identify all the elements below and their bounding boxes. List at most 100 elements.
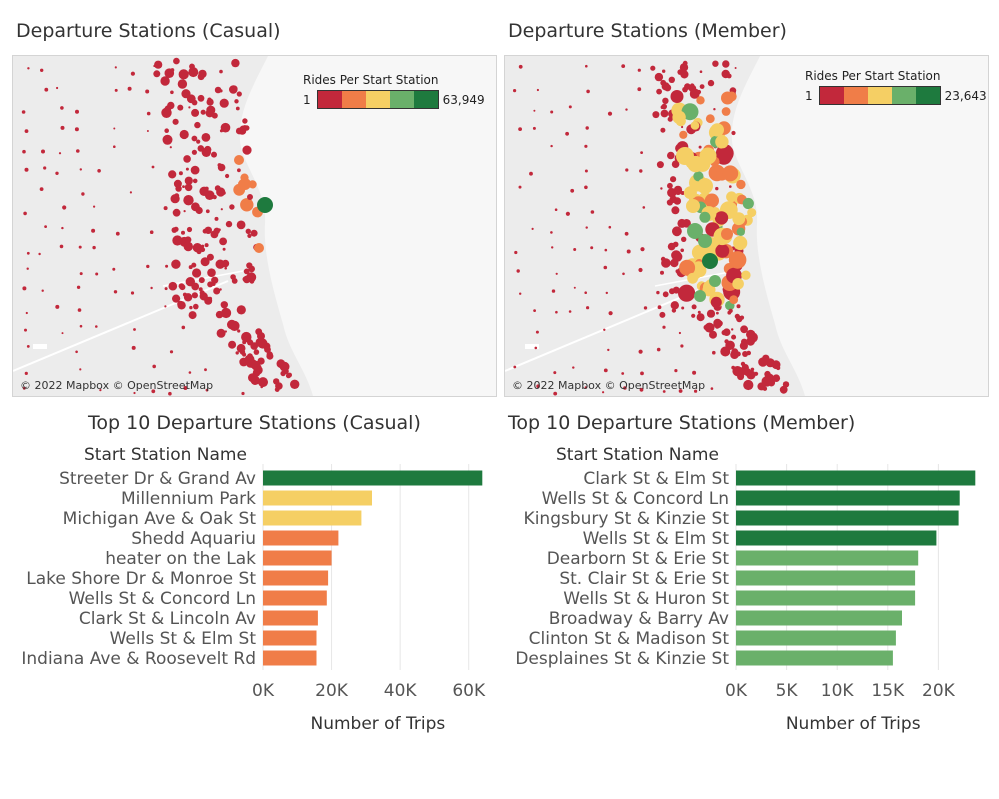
station-marker[interactable]: [58, 152, 62, 155]
station-marker[interactable]: [680, 70, 689, 79]
station-marker[interactable]: [697, 178, 713, 194]
station-marker[interactable]: [273, 378, 280, 385]
station-marker[interactable]: [687, 272, 698, 284]
station-marker[interactable]: [603, 368, 608, 373]
station-marker[interactable]: [702, 253, 718, 269]
station-marker[interactable]: [640, 247, 645, 252]
station-marker[interactable]: [181, 89, 191, 99]
station-marker[interactable]: [734, 67, 737, 69]
station-marker[interactable]: [660, 109, 669, 118]
station-marker[interactable]: [662, 390, 666, 393]
station-marker[interactable]: [177, 301, 186, 310]
station-marker[interactable]: [60, 106, 64, 110]
station-marker[interactable]: [715, 135, 729, 149]
station-marker[interactable]: [638, 349, 643, 354]
station-marker[interactable]: [55, 171, 59, 175]
station-marker[interactable]: [624, 231, 629, 236]
station-marker[interactable]: [678, 284, 696, 302]
station-marker[interactable]: [677, 218, 687, 228]
station-marker[interactable]: [529, 171, 533, 176]
station-marker[interactable]: [131, 345, 136, 350]
station-marker[interactable]: [602, 391, 605, 394]
station-marker[interactable]: [568, 105, 572, 109]
bar[interactable]: [263, 630, 317, 646]
station-marker[interactable]: [250, 229, 258, 237]
station-marker[interactable]: [236, 305, 246, 315]
station-marker[interactable]: [715, 186, 719, 191]
station-marker[interactable]: [254, 243, 264, 253]
station-marker[interactable]: [682, 60, 688, 66]
station-marker[interactable]: [112, 267, 116, 271]
station-marker[interactable]: [164, 128, 169, 133]
station-marker[interactable]: [746, 329, 756, 340]
station-marker[interactable]: [686, 199, 700, 213]
station-marker[interactable]: [183, 293, 193, 302]
station-marker[interactable]: [696, 313, 705, 322]
station-marker[interactable]: [621, 372, 625, 375]
station-marker[interactable]: [674, 369, 678, 373]
station-marker[interactable]: [532, 126, 536, 130]
station-marker[interactable]: [213, 287, 221, 295]
station-marker[interactable]: [146, 111, 151, 116]
station-marker[interactable]: [221, 307, 232, 319]
station-marker[interactable]: [95, 325, 98, 328]
station-marker[interactable]: [99, 389, 102, 392]
station-marker[interactable]: [667, 242, 676, 251]
station-marker[interactable]: [181, 230, 185, 235]
station-marker[interactable]: [113, 127, 116, 130]
station-marker[interactable]: [171, 259, 181, 269]
station-marker[interactable]: [742, 197, 754, 210]
station-marker[interactable]: [536, 384, 540, 389]
station-marker[interactable]: [722, 328, 731, 337]
station-marker[interactable]: [79, 272, 83, 276]
station-marker[interactable]: [154, 60, 163, 69]
station-marker[interactable]: [740, 325, 748, 334]
station-marker[interactable]: [237, 329, 241, 333]
station-marker[interactable]: [225, 173, 230, 179]
station-marker[interactable]: [555, 310, 558, 314]
station-marker[interactable]: [710, 296, 722, 308]
station-marker[interactable]: [553, 371, 557, 375]
station-marker[interactable]: [234, 155, 244, 165]
bar[interactable]: [263, 650, 317, 666]
station-marker[interactable]: [62, 205, 67, 210]
station-marker[interactable]: [721, 107, 731, 116]
station-marker[interactable]: [662, 291, 669, 298]
station-marker[interactable]: [93, 205, 96, 208]
station-marker[interactable]: [687, 223, 703, 239]
station-marker[interactable]: [604, 248, 608, 252]
bar[interactable]: [736, 550, 919, 566]
station-marker[interactable]: [704, 193, 719, 208]
station-marker[interactable]: [230, 274, 236, 280]
station-marker[interactable]: [664, 84, 672, 92]
station-marker[interactable]: [643, 306, 648, 310]
station-marker[interactable]: [696, 96, 705, 105]
station-marker[interactable]: [518, 64, 523, 69]
station-marker[interactable]: [113, 290, 118, 294]
station-marker[interactable]: [551, 246, 554, 249]
station-marker[interactable]: [169, 350, 174, 354]
station-marker[interactable]: [169, 146, 172, 149]
bar[interactable]: [263, 610, 318, 626]
station-marker[interactable]: [568, 310, 572, 313]
station-marker[interactable]: [163, 206, 168, 211]
station-marker[interactable]: [691, 304, 697, 310]
station-marker[interactable]: [191, 108, 200, 117]
station-marker[interactable]: [151, 165, 155, 169]
station-marker[interactable]: [61, 332, 64, 335]
station-marker[interactable]: [692, 370, 697, 375]
station-marker[interactable]: [603, 265, 608, 270]
station-marker[interactable]: [671, 160, 680, 168]
station-marker[interactable]: [280, 370, 286, 377]
station-marker[interactable]: [697, 310, 701, 314]
station-marker[interactable]: [240, 198, 254, 212]
station-marker[interactable]: [198, 277, 205, 284]
station-marker[interactable]: [173, 179, 182, 188]
bar[interactable]: [263, 550, 332, 566]
station-marker[interactable]: [205, 209, 210, 214]
station-marker[interactable]: [585, 226, 588, 229]
station-marker[interactable]: [274, 387, 280, 392]
station-marker[interactable]: [75, 350, 78, 354]
station-marker[interactable]: [741, 270, 751, 280]
station-marker[interactable]: [637, 87, 642, 92]
